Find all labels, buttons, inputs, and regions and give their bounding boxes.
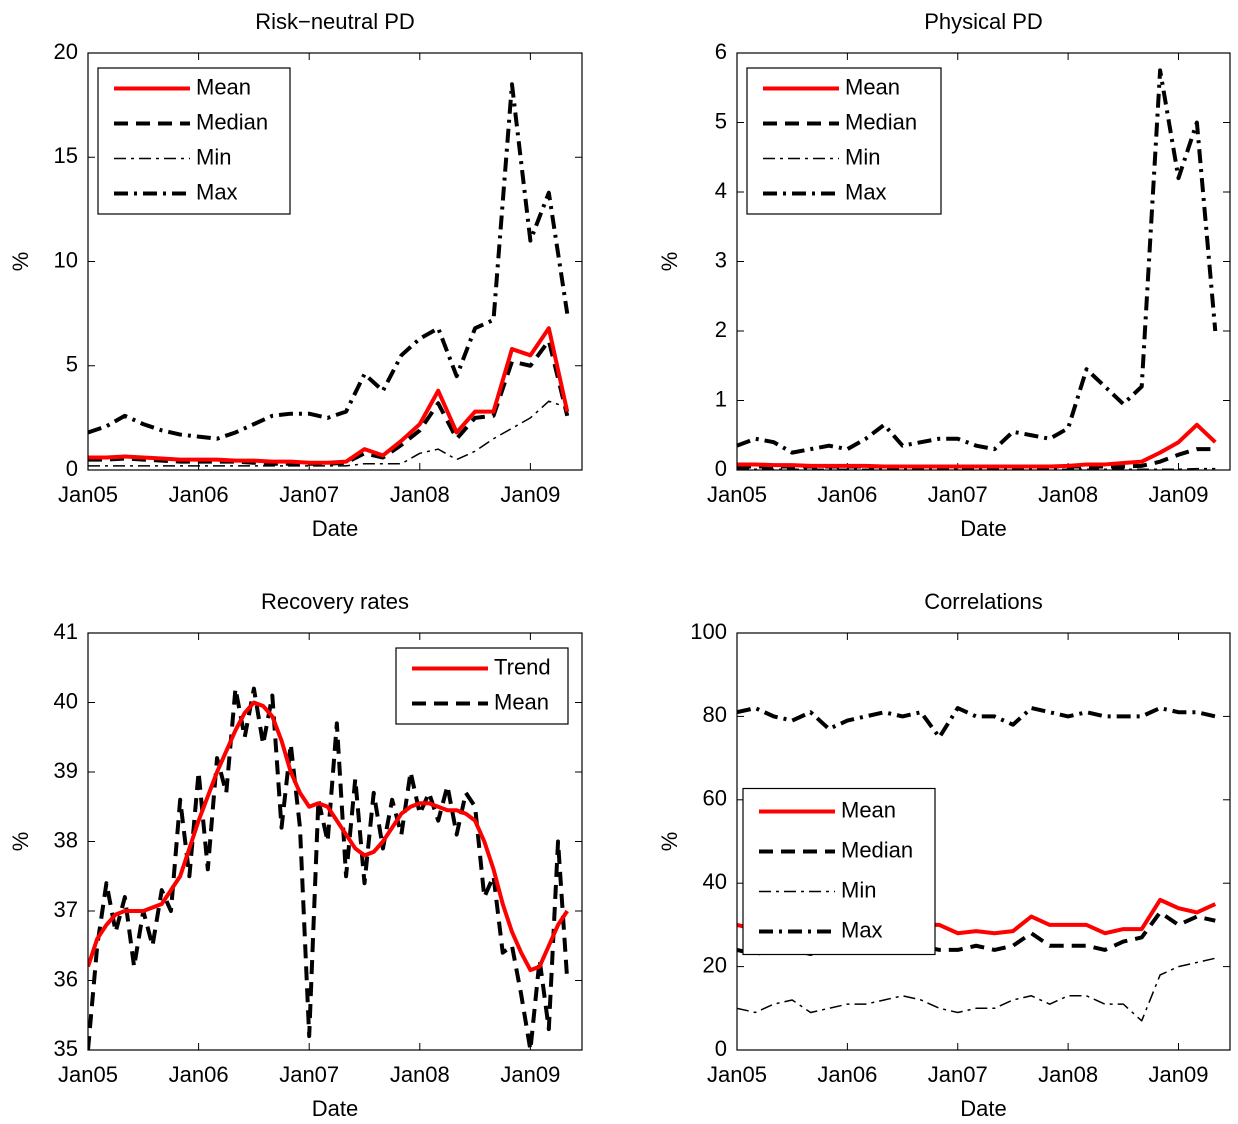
y-tick-label: 6 bbox=[715, 39, 727, 64]
legend-label: Median bbox=[845, 109, 917, 134]
y-tick-label: 39 bbox=[54, 758, 78, 783]
legend-label: Min bbox=[196, 144, 231, 169]
x-tick-label: Jan09 bbox=[1149, 482, 1209, 507]
legend: Mean Median Min Max bbox=[746, 67, 942, 215]
x-tick-label: Jan06 bbox=[817, 482, 877, 507]
legend-label: Mean bbox=[494, 689, 549, 714]
x-axis-label: Date bbox=[312, 516, 358, 541]
y-tick-label: 15 bbox=[54, 143, 78, 168]
y-tick-label: 4 bbox=[715, 178, 727, 203]
series-line bbox=[88, 338, 570, 466]
x-tick-label: Jan09 bbox=[1149, 1062, 1209, 1087]
series-line bbox=[737, 68, 1218, 455]
series-line bbox=[737, 467, 1216, 470]
y-tick-label: 60 bbox=[703, 786, 727, 811]
y-axis-label: % bbox=[8, 832, 33, 852]
y-axis-label: % bbox=[8, 252, 33, 272]
legend-label: Mean bbox=[845, 74, 900, 99]
y-tick-label: 2 bbox=[715, 317, 727, 342]
x-tick-label: Jan05 bbox=[58, 482, 118, 507]
x-tick-label: Jan09 bbox=[500, 482, 560, 507]
legend: Mean Median Min Max bbox=[97, 67, 291, 215]
x-tick-label: Jan06 bbox=[169, 482, 229, 507]
x-tick-label: Jan05 bbox=[58, 1062, 118, 1087]
y-tick-label: 0 bbox=[66, 456, 78, 481]
axes-frame bbox=[87, 52, 583, 471]
subplot: Recovery rates Date% 35 36 37 38 39 40 41 Jan05 Ja… bbox=[8, 589, 583, 1121]
y-tick-label: 5 bbox=[715, 108, 727, 133]
y-tick-label: 36 bbox=[54, 966, 78, 991]
y-tick-label: 40 bbox=[703, 869, 727, 894]
legend-label: Mean bbox=[196, 74, 251, 99]
legend: Mean Median Min Max bbox=[742, 787, 936, 956]
y-tick-label: 37 bbox=[54, 897, 78, 922]
legend-label: Min bbox=[841, 877, 876, 902]
series-line bbox=[737, 957, 1216, 1022]
y-tick-label: 5 bbox=[66, 352, 78, 377]
x-tick-label: Jan07 bbox=[279, 1062, 339, 1087]
legend-label: Max bbox=[845, 179, 887, 204]
x-tick-label: Jan05 bbox=[707, 1062, 767, 1087]
y-tick-label: 0 bbox=[715, 1036, 727, 1061]
x-tick-label: Jan08 bbox=[1038, 1062, 1098, 1087]
x-axis-label: Date bbox=[960, 516, 1006, 541]
subplot: Correlations Date% 0 20 40 60 80 100 Jan05 Jan06 J… bbox=[657, 589, 1231, 1121]
y-tick-label: 100 bbox=[690, 619, 727, 644]
legend-box bbox=[746, 67, 942, 215]
legend-box bbox=[97, 67, 291, 215]
legend-label: Max bbox=[196, 179, 238, 204]
y-tick-label: 40 bbox=[54, 688, 78, 713]
x-tick-label: Jan07 bbox=[928, 1062, 988, 1087]
series-line bbox=[88, 700, 569, 973]
legend-box bbox=[742, 787, 936, 956]
subplot: Risk−neutral PD Date% 0 5 10 15 20 Jan05 Jan06 Ja… bbox=[8, 9, 583, 541]
chart-title: Correlations bbox=[924, 589, 1043, 614]
chart-title: Recovery rates bbox=[261, 589, 409, 614]
chart-title: Physical PD bbox=[924, 9, 1043, 34]
y-axis-label: % bbox=[657, 832, 682, 852]
y-axis-label: % bbox=[657, 252, 682, 272]
y-tick-label: 20 bbox=[703, 952, 727, 977]
x-tick-label: Jan06 bbox=[169, 1062, 229, 1087]
axes-frame bbox=[736, 52, 1231, 471]
legend-label: Median bbox=[196, 109, 268, 134]
series-line bbox=[737, 910, 1216, 957]
series-line bbox=[88, 82, 570, 441]
legend-label: Mean bbox=[841, 797, 896, 822]
x-axis-label: Date bbox=[960, 1096, 1006, 1121]
axes-frame bbox=[87, 632, 583, 1051]
x-tick-label: Jan08 bbox=[1038, 482, 1098, 507]
series-line bbox=[737, 422, 1217, 469]
y-tick-label: 38 bbox=[54, 827, 78, 852]
x-tick-label: Jan08 bbox=[390, 482, 450, 507]
subplot: Physical PD Date% 0 1 2 3 4 5 6 Jan05 Jan06 Jan07 Ja… bbox=[657, 9, 1231, 541]
x-tick-label: Jan06 bbox=[817, 1062, 877, 1087]
legend-label: Trend bbox=[494, 654, 551, 679]
legend-label: Min bbox=[845, 144, 880, 169]
y-tick-label: 80 bbox=[703, 702, 727, 727]
y-tick-label: 3 bbox=[715, 247, 727, 272]
y-tick-label: 41 bbox=[54, 619, 78, 644]
y-tick-label: 0 bbox=[715, 456, 727, 481]
legend-label: Max bbox=[841, 917, 883, 942]
series-line bbox=[88, 686, 570, 1050]
x-tick-label: Jan09 bbox=[500, 1062, 560, 1087]
x-axis-label: Date bbox=[312, 1096, 358, 1121]
series-line bbox=[88, 400, 568, 467]
x-tick-label: Jan05 bbox=[707, 482, 767, 507]
y-tick-label: 35 bbox=[54, 1036, 78, 1061]
legend-label: Median bbox=[841, 837, 913, 862]
y-tick-label: 1 bbox=[715, 386, 727, 411]
legend: Trend Mean bbox=[395, 647, 569, 725]
legend-box bbox=[395, 647, 569, 725]
y-tick-label: 10 bbox=[54, 247, 78, 272]
series-line bbox=[88, 326, 570, 465]
x-tick-label: Jan08 bbox=[390, 1062, 450, 1087]
y-tick-label: 20 bbox=[54, 39, 78, 64]
x-tick-label: Jan07 bbox=[928, 482, 988, 507]
axes-frame bbox=[736, 632, 1231, 1051]
x-tick-label: Jan07 bbox=[279, 482, 339, 507]
chart-title: Risk−neutral PD bbox=[255, 9, 415, 34]
